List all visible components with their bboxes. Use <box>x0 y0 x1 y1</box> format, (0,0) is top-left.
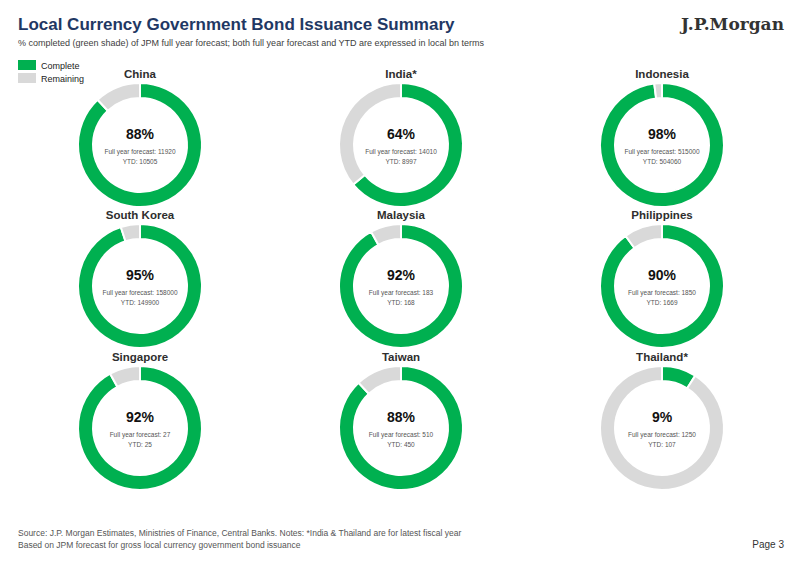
annotation: Full year forecast: 515000 <box>624 148 700 156</box>
data-label: 92% <box>126 409 155 425</box>
footer: Source: J.P. Morgan Estimates, Ministrie… <box>18 528 461 538</box>
chart-title: Malaysia <box>377 209 426 221</box>
annotation: YTD: 504060 <box>643 158 682 165</box>
footer: Based on JPM forecast for gross local cu… <box>18 540 301 550</box>
data-label: 90% <box>648 267 677 283</box>
title: Local Currency Government Bond Issuance … <box>18 15 455 34</box>
donut-slice <box>78 366 202 490</box>
donut-chart: Thailand* 9% Full year forecast: 1250 YTD: … <box>600 351 724 490</box>
logo: J.P.Morgan <box>679 14 784 34</box>
donut-slice <box>600 83 724 207</box>
data-label: 88% <box>126 126 155 142</box>
donut-chart: India* 64% Full year forecast: 14010 YTD: 8… <box>339 68 463 207</box>
legend-label: Complete <box>41 61 80 71</box>
annotation: YTD: 107 <box>648 441 676 448</box>
donut-slice <box>121 224 140 241</box>
donut-slice <box>339 224 463 348</box>
legend: Complete Remaining <box>18 60 84 84</box>
annotation: Full year forecast: 11920 <box>104 148 175 156</box>
page-number: Page 3 <box>752 539 784 550</box>
legend-swatch <box>18 60 36 70</box>
annotation: YTD: 149900 <box>121 299 160 306</box>
donut-slice <box>78 224 202 348</box>
annotation: Full year forecast: 1850 <box>628 289 696 297</box>
donut-chart: South Korea 95% Full year forecast: 158000… <box>78 209 202 348</box>
annotation: Full year forecast: 1250 <box>628 431 696 439</box>
subtitle: % completed (green shade) of JPM full ye… <box>18 38 485 48</box>
annotation: Full year forecast: 14010 <box>365 148 437 156</box>
chart-title: Philippines <box>631 209 692 221</box>
annotation: YTD: 450 <box>387 441 415 448</box>
donut-slice <box>78 83 202 207</box>
annotation: Full year forecast: 183 <box>369 289 434 297</box>
donut-chart: Indonesia 98% Full year forecast: 515000 YT… <box>600 68 724 207</box>
page: Local Currency Government Bond Issuance … <box>0 0 802 567</box>
annotation: YTD: 25 <box>128 441 152 448</box>
donut-chart: Malaysia 92% Full year forecast: 183 YTD: 1… <box>339 209 463 348</box>
annotation: Full year forecast: 510 <box>369 431 434 439</box>
annotation: YTD: 8997 <box>385 158 416 165</box>
donut-chart: Philippines 90% Full year forecast: 1850 YT… <box>600 209 724 348</box>
data-label: 95% <box>126 267 155 283</box>
data-label: 98% <box>648 126 677 142</box>
legend-label: Remaining <box>41 74 84 84</box>
donut-slice <box>359 366 401 394</box>
chart-title: India* <box>385 68 417 80</box>
data-label: 92% <box>387 267 416 283</box>
background <box>0 0 802 567</box>
donut-chart: Singapore 92% Full year forecast: 27 YTD: 2… <box>78 351 202 490</box>
donut-slice <box>371 224 401 245</box>
annotation: Full year forecast: 27 <box>110 431 171 439</box>
annotation: YTD: 10505 <box>123 158 158 165</box>
donut-chart: China 88% Full year forecast: 11920 YTD: 10… <box>78 68 202 207</box>
data-label: 64% <box>387 126 416 142</box>
data-label: 88% <box>387 409 416 425</box>
chart-title: Taiwan <box>382 351 420 363</box>
annotation: YTD: 168 <box>387 299 415 306</box>
donut-slice <box>600 224 724 348</box>
data-label: 9% <box>652 409 673 425</box>
chart-title: Indonesia <box>635 68 689 80</box>
donut-chart: Taiwan 88% Full year forecast: 510 YTD: 450 <box>339 351 463 490</box>
donut-slice <box>600 366 724 490</box>
donut-slice <box>110 366 140 387</box>
annotation: Full year forecast: 158000 <box>102 289 178 297</box>
chart-title: South Korea <box>106 209 175 221</box>
donut-slice <box>98 83 140 111</box>
annotation: YTD: 1669 <box>646 299 677 306</box>
donut-slice <box>339 366 463 490</box>
chart-title: China <box>124 68 157 80</box>
donut-slice <box>654 83 662 98</box>
donut-slice <box>626 224 662 248</box>
chart-title: Thailand* <box>636 351 688 363</box>
legend-swatch <box>18 73 36 83</box>
chart-title: Singapore <box>112 351 168 363</box>
